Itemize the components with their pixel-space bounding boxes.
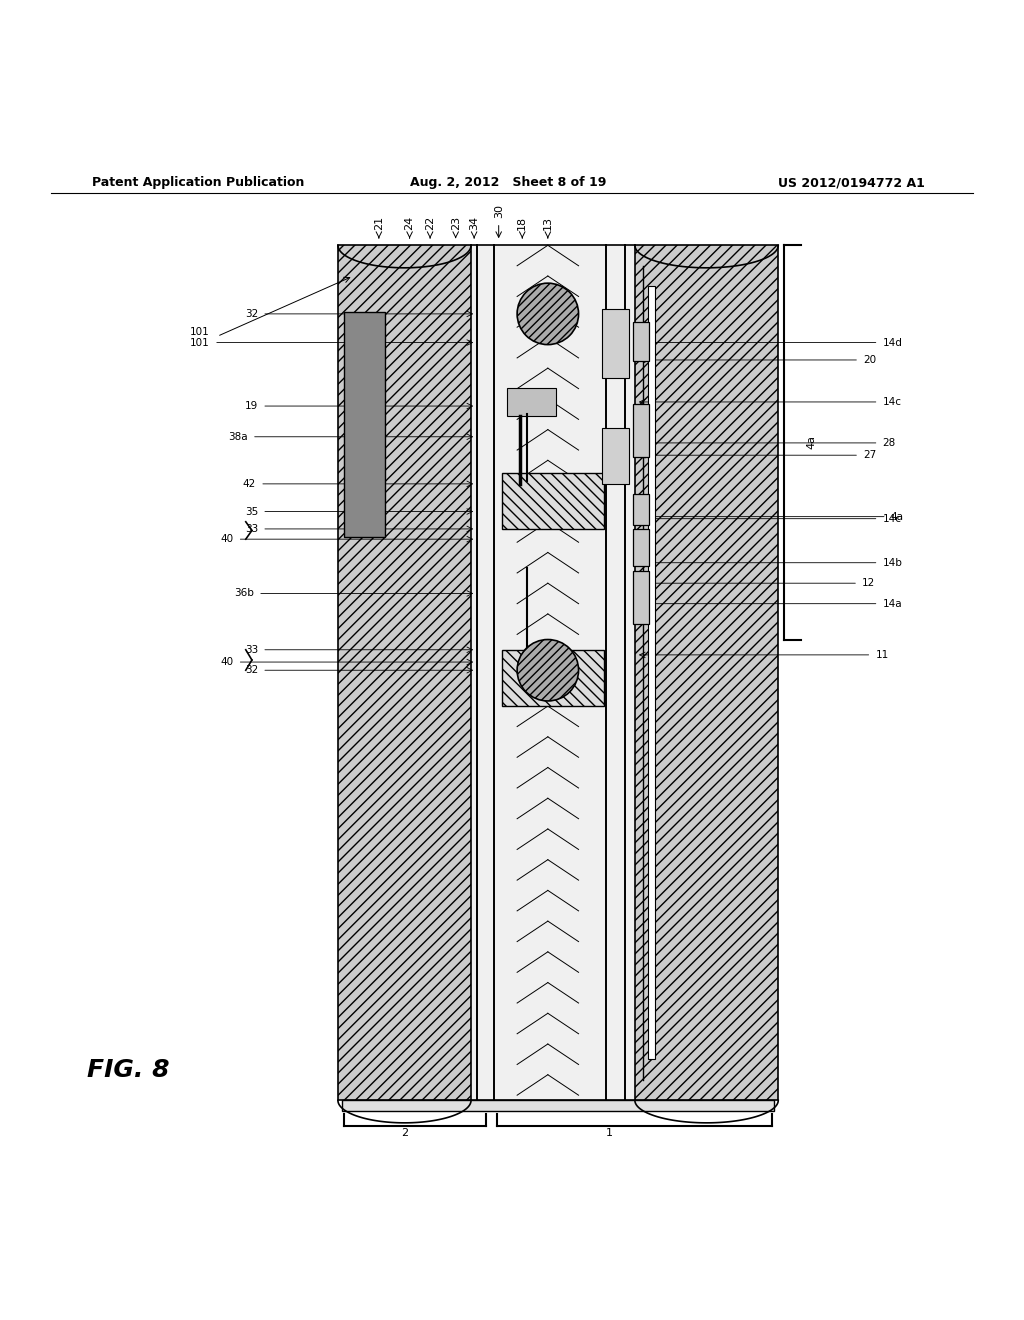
Text: 33: 33 <box>245 644 258 655</box>
Text: 14a: 14a <box>883 599 902 609</box>
Text: 40: 40 <box>220 535 233 544</box>
Bar <box>471 246 635 1101</box>
Text: 18: 18 <box>517 215 527 230</box>
Text: 35: 35 <box>245 507 258 516</box>
Bar <box>507 388 556 416</box>
Text: 1: 1 <box>606 1129 612 1138</box>
Bar <box>338 246 471 1101</box>
Bar <box>602 428 629 484</box>
Bar <box>344 312 385 537</box>
Text: 101: 101 <box>190 338 210 347</box>
Text: 42: 42 <box>243 479 256 488</box>
Bar <box>502 473 604 529</box>
Bar <box>502 649 604 706</box>
Text: 40: 40 <box>220 657 233 667</box>
Bar <box>633 404 649 457</box>
Text: 28: 28 <box>883 438 896 447</box>
Text: 27: 27 <box>863 450 877 461</box>
Text: 14c: 14c <box>883 397 902 407</box>
Text: 14b: 14b <box>883 558 902 568</box>
Text: 4a: 4a <box>891 512 904 521</box>
Text: US 2012/0194772 A1: US 2012/0194772 A1 <box>778 177 925 189</box>
Text: 34: 34 <box>469 215 479 230</box>
Text: 14d: 14d <box>883 338 902 347</box>
Text: 23: 23 <box>451 215 461 230</box>
Text: 32: 32 <box>245 309 258 319</box>
Text: 24: 24 <box>404 215 415 230</box>
Text: 36b: 36b <box>234 589 254 598</box>
Text: 11: 11 <box>876 649 889 660</box>
Text: 30: 30 <box>494 203 504 218</box>
Text: Aug. 2, 2012   Sheet 8 of 19: Aug. 2, 2012 Sheet 8 of 19 <box>410 177 606 189</box>
Circle shape <box>517 284 579 345</box>
Text: 20: 20 <box>863 355 877 364</box>
Bar <box>635 246 778 1101</box>
Bar <box>633 322 649 360</box>
Bar <box>602 309 629 379</box>
Bar <box>342 1101 774 1110</box>
Text: 32: 32 <box>245 665 258 676</box>
Text: 101: 101 <box>190 327 210 338</box>
Text: 14c: 14c <box>883 513 902 524</box>
Circle shape <box>517 639 579 701</box>
Bar <box>648 286 655 1060</box>
Text: 4a: 4a <box>807 436 817 449</box>
Text: 33: 33 <box>245 524 258 533</box>
Text: 38a: 38a <box>228 432 248 442</box>
Bar <box>633 529 649 566</box>
Text: 21: 21 <box>374 215 384 230</box>
Text: 22: 22 <box>425 215 435 230</box>
Bar <box>633 572 649 624</box>
Bar <box>633 494 649 525</box>
Text: Patent Application Publication: Patent Application Publication <box>92 177 304 189</box>
Text: FIG. 8: FIG. 8 <box>87 1057 170 1081</box>
Text: 13: 13 <box>543 216 553 230</box>
Text: 12: 12 <box>862 578 876 589</box>
Text: 2: 2 <box>401 1129 408 1138</box>
Text: 19: 19 <box>245 401 258 411</box>
